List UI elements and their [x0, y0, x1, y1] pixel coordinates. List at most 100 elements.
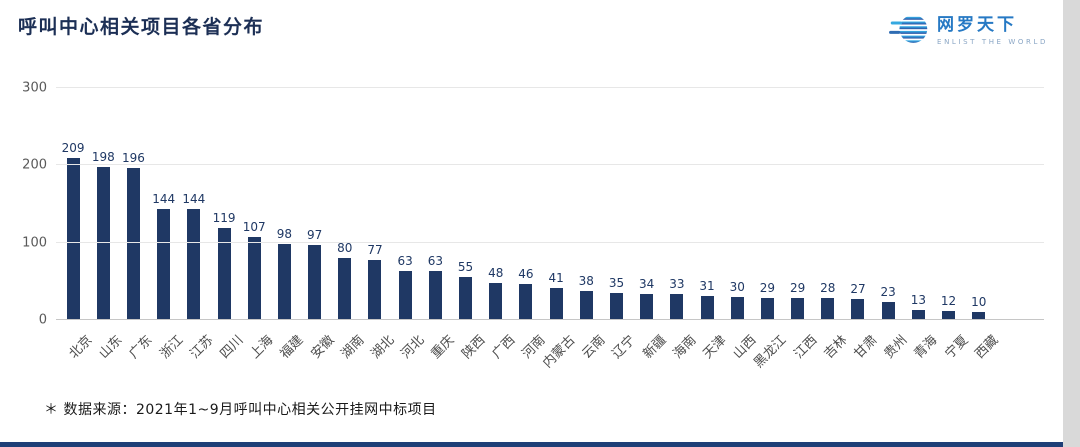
x-axis-label: 贵州 [881, 332, 911, 362]
bar [247, 237, 261, 320]
bar [760, 297, 774, 320]
bar-value-label: 144 [182, 191, 206, 206]
bar [187, 208, 201, 320]
bar-value-label: 28 [820, 281, 836, 296]
globe-lines-icon [889, 10, 929, 52]
bar-group: 13 青海 [903, 88, 941, 362]
x-axis-label: 吉林 [821, 332, 851, 362]
gridline-200 [56, 164, 1044, 166]
bar-value-label: 29 [759, 280, 776, 295]
right-gutter [1063, 0, 1080, 447]
bar-group: 77 湖北 [360, 88, 397, 361]
data-source-note: ＊ 数据来源：2021年1~9月呼叫中心相关公开挂网中标项目 [44, 402, 437, 418]
x-axis-label: 广西 [489, 332, 519, 362]
x-axis-label: 安徽 [308, 332, 338, 362]
bar-value-label: 77 [367, 243, 383, 258]
y-axis-tick-label: 0 [38, 312, 47, 328]
bar [700, 296, 714, 320]
bar [398, 271, 412, 320]
bar-group: 144 江苏 [179, 88, 216, 362]
y-axis-tick-label: 200 [22, 157, 47, 173]
bar-group: 10 西藏 [964, 88, 1001, 362]
bar [911, 309, 925, 320]
bar-value-label: 23 [880, 285, 896, 300]
bar [217, 227, 231, 320]
bar-group: 198 山东 [88, 88, 126, 362]
gridline-100 [56, 241, 1044, 243]
bar-value-label: 144 [152, 191, 176, 206]
bar-value-label: 13 [910, 292, 926, 307]
bar [66, 158, 80, 320]
bar [609, 292, 623, 320]
x-axis-label: 河北 [398, 332, 428, 362]
bar [640, 293, 654, 320]
bar-value-label: 34 [639, 276, 655, 291]
bar-group: 29 黑龙江 [752, 88, 790, 371]
bar-group: 28 吉林 [813, 88, 850, 361]
bar [489, 282, 503, 320]
bar-group: 144 浙江 [149, 88, 186, 362]
x-axis-label: 海南 [670, 332, 700, 362]
bar [791, 297, 805, 320]
x-axis-label: 湖北 [368, 332, 398, 362]
bar-value-label: 33 [669, 277, 685, 292]
bar-value-label: 41 [548, 271, 564, 286]
bar-value-label: 35 [608, 275, 625, 290]
bar-group: 29 江西 [783, 88, 820, 362]
x-axis-label: 重庆 [428, 332, 458, 362]
x-axis-label: 天津 [700, 332, 730, 362]
bar-group: 12 宁夏 [933, 88, 971, 362]
bar-group: 34 新疆 [632, 88, 669, 362]
bar-value-label: 29 [789, 280, 806, 295]
bar [277, 244, 291, 320]
x-axis-label: 甘肃 [851, 332, 881, 362]
bar-value-label: 63 [427, 254, 443, 269]
logo-tagline: ENLIST THE WORLD [937, 37, 1048, 46]
x-axis-label: 福建 [277, 332, 307, 362]
bar-group: 48 广西 [481, 88, 518, 362]
x-axis-label: 广东 [126, 332, 156, 362]
bottom-edge-strip [0, 442, 1063, 447]
bar [670, 294, 684, 320]
bar-value-label: 27 [850, 282, 866, 297]
bar-value-label: 196 [122, 151, 145, 166]
bar-value-label: 80 [337, 241, 353, 256]
gridline-300 [56, 87, 1044, 88]
bar [549, 288, 563, 320]
bar [96, 166, 110, 320]
bar-group: 63 重庆 [420, 88, 458, 362]
x-axis-label: 浙江 [157, 332, 187, 362]
bar-value-label: 12 [940, 293, 957, 308]
bar-group: 35 辽宁 [601, 88, 639, 362]
bar [157, 208, 171, 320]
bar [459, 277, 473, 320]
bar-value-label: 98 [276, 227, 293, 242]
bar [368, 260, 382, 320]
bar-group: 55 陕西 [450, 88, 488, 361]
x-axis-label: 湖南 [338, 332, 368, 362]
bar [851, 299, 865, 320]
bar-group: 196 广东 [118, 88, 156, 361]
bar-value-label: 38 [578, 273, 594, 288]
bar-value-label: 46 [518, 267, 534, 282]
x-axis-label: 宁夏 [941, 332, 971, 362]
logo-name: 网罗天下 [937, 15, 1018, 36]
bar-group: 63 河北 [390, 88, 428, 362]
bar-value-label: 31 [699, 279, 715, 294]
bar [579, 290, 593, 320]
x-axis-label: 江苏 [187, 332, 217, 362]
bar-group: 46 河南 [511, 88, 548, 361]
chart-title: 呼叫中心相关项目各省分布 [18, 16, 265, 38]
bar-group: 23 贵州 [873, 88, 911, 362]
bar [428, 271, 442, 320]
x-axis-label: 四川 [217, 332, 247, 362]
bar [126, 168, 140, 320]
bar-group: 33 海南 [662, 88, 699, 361]
brand-logo: 网罗天下 ENLIST THE WORLD [889, 10, 1048, 52]
x-axis-label: 云南 [579, 332, 609, 362]
bar [821, 298, 835, 320]
gridline-0 [56, 319, 1044, 320]
bar-value-label: 55 [457, 260, 474, 275]
bar-group: 119 四川 [209, 88, 247, 362]
